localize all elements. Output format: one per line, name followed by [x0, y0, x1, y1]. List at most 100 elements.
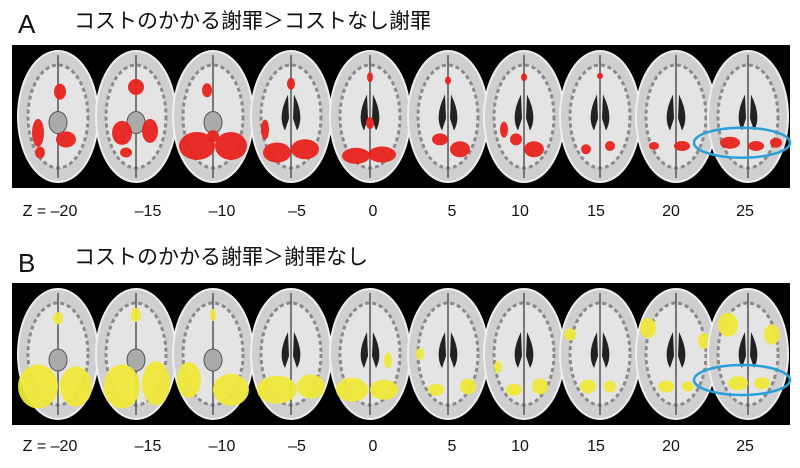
- highlight-circle: [692, 363, 792, 397]
- activation: [597, 72, 603, 79]
- ventricle: [360, 94, 380, 131]
- activation: [532, 378, 548, 395]
- ventricle: [738, 332, 758, 368]
- brain-slice: [95, 288, 177, 420]
- panel-label: A: [18, 9, 36, 39]
- activation: [445, 76, 451, 85]
- activation: [384, 352, 392, 369]
- activation: [728, 376, 748, 391]
- activation: [291, 139, 319, 160]
- activation: [215, 131, 247, 160]
- activation: [177, 362, 201, 398]
- activation: [524, 141, 544, 158]
- activation: [521, 73, 527, 82]
- z-label: 5: [448, 438, 457, 455]
- activation: [748, 140, 764, 151]
- ventricle: [281, 332, 301, 368]
- activation: [32, 118, 44, 147]
- ventricle: [438, 94, 458, 131]
- brain-slice: [95, 50, 177, 183]
- brainstem: [48, 348, 68, 372]
- activation: [112, 120, 132, 145]
- activation: [605, 140, 615, 151]
- activation: [506, 383, 522, 396]
- activation: [500, 121, 508, 138]
- z-label: –5: [288, 438, 306, 455]
- activation: [35, 146, 45, 159]
- ventricle: [514, 94, 534, 131]
- activation: [770, 137, 782, 148]
- ventricle: [590, 332, 610, 368]
- activation: [370, 379, 398, 400]
- activation: [60, 366, 92, 407]
- activation: [764, 324, 780, 345]
- ventricle: [438, 332, 458, 368]
- brain-slice: [635, 50, 717, 183]
- activation: [416, 348, 424, 360]
- z-label: –5: [288, 203, 306, 220]
- activation: [649, 141, 659, 150]
- z-label: Z = –20: [23, 203, 78, 220]
- activation: [432, 133, 448, 146]
- activation: [142, 361, 170, 406]
- activation: [682, 381, 694, 392]
- brain-slice: [329, 288, 411, 420]
- z-label: 10: [511, 203, 529, 220]
- activation: [640, 318, 656, 338]
- activation: [336, 377, 368, 402]
- ventricle: [738, 94, 758, 131]
- ventricle: [666, 94, 686, 131]
- z-label: 25: [736, 438, 754, 455]
- activation: [428, 383, 444, 396]
- z-label: –10: [209, 438, 236, 455]
- z-label: –10: [209, 203, 236, 220]
- activation: [54, 83, 66, 100]
- brain-slice: [329, 50, 411, 183]
- activation: [366, 117, 374, 130]
- activation: [494, 361, 502, 373]
- z-label: 15: [587, 203, 605, 220]
- activation: [257, 375, 297, 404]
- brain-slice: [407, 288, 489, 420]
- activation: [263, 142, 291, 163]
- brain-slice: [172, 50, 254, 183]
- brain-slice: [17, 50, 99, 183]
- activation: [53, 312, 63, 325]
- z-label: 15: [587, 438, 605, 455]
- activation: [18, 364, 58, 409]
- z-label: 5: [448, 203, 457, 220]
- ventricle: [590, 94, 610, 131]
- ventricle: [281, 94, 301, 131]
- activation: [674, 140, 690, 151]
- activation: [128, 79, 144, 96]
- brainstem: [48, 111, 68, 134]
- activation: [56, 131, 76, 148]
- panel-title: コストのかかる謝罪＞謝罪なし: [74, 245, 368, 269]
- activation: [698, 333, 710, 349]
- brain-slice: [483, 288, 565, 420]
- activation: [342, 147, 370, 164]
- z-label: 10: [511, 438, 529, 455]
- activation: [210, 309, 216, 321]
- activation: [580, 379, 596, 394]
- activation: [720, 136, 740, 149]
- activation: [510, 133, 522, 146]
- activation: [287, 77, 295, 90]
- activation: [104, 364, 140, 409]
- activation: [297, 374, 325, 399]
- activation: [368, 146, 396, 163]
- z-label: 20: [662, 438, 680, 455]
- brain-slice: [250, 288, 332, 420]
- ventricle: [666, 332, 686, 368]
- z-label: 25: [736, 203, 754, 220]
- z-label: –15: [135, 203, 162, 220]
- brain-slice: [635, 288, 717, 420]
- brainstem: [203, 348, 223, 372]
- brain-slice: [407, 50, 489, 183]
- activation: [179, 131, 215, 160]
- brain-slice: [559, 288, 641, 420]
- panel-label: B: [18, 248, 35, 278]
- brain-slice: [707, 288, 789, 420]
- activation: [142, 118, 158, 143]
- brain-slice: [250, 50, 332, 183]
